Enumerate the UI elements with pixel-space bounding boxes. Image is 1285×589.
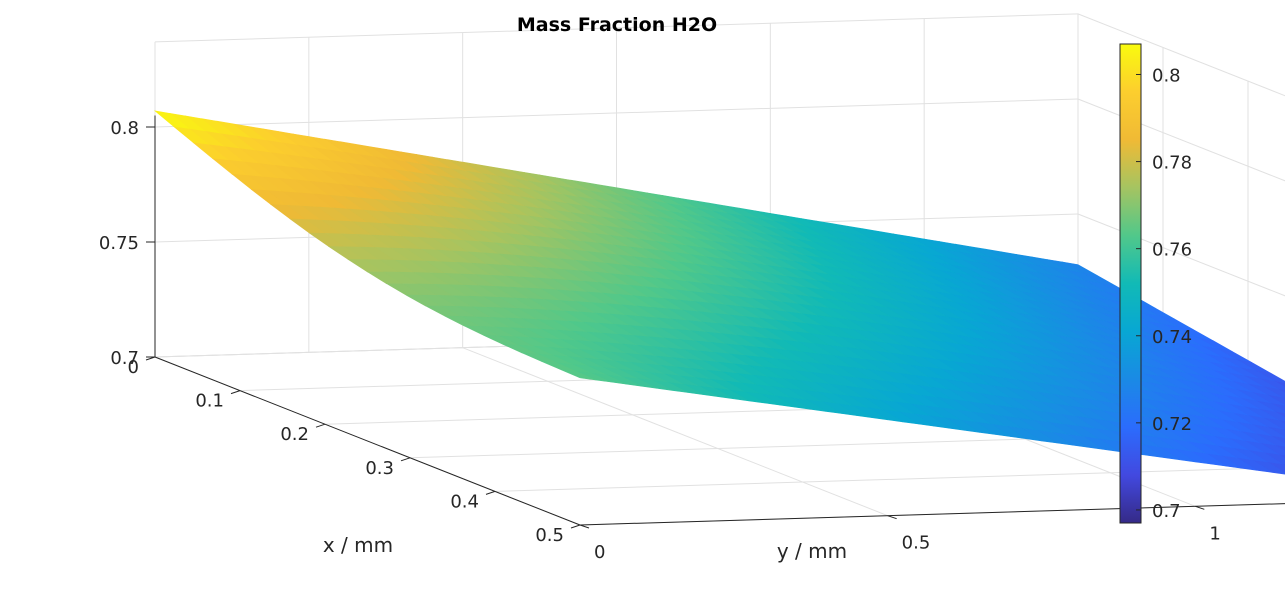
x-tick-mark bbox=[230, 390, 241, 395]
axes bbox=[145, 115, 1285, 529]
colorbar: 0.7 0.72 0.74 0.76 0.78 0.8 bbox=[1119, 43, 1192, 524]
grid-line bbox=[1077, 213, 1285, 297]
y-tick-mark bbox=[1195, 505, 1205, 510]
y-tick-mark bbox=[887, 515, 897, 520]
z-tick-label: 0.8 bbox=[110, 118, 139, 139]
x-tick-label: 0.1 bbox=[195, 391, 224, 412]
grid-line bbox=[462, 347, 888, 517]
tick-labels: 00.10.20.30.40.500.511.50.70.750.8 bbox=[99, 118, 1221, 563]
surface-patch bbox=[560, 369, 596, 381]
colorbar-tick-label: 0.72 bbox=[1152, 414, 1192, 435]
y-tick-label: 0 bbox=[594, 542, 605, 563]
x-tick-label: 0.3 bbox=[365, 458, 394, 479]
x-tick-mark bbox=[400, 457, 411, 462]
z-tick-label: 0.7 bbox=[110, 348, 139, 369]
x-tick-label: 0.5 bbox=[535, 525, 564, 546]
y-tick-label: 0.5 bbox=[902, 533, 931, 554]
colorbar-tick-label: 0.7 bbox=[1152, 501, 1181, 522]
x-tick-mark bbox=[315, 423, 326, 428]
grid-line bbox=[1077, 98, 1285, 182]
y-tick-mark bbox=[579, 524, 590, 529]
colorbar-tick-label: 0.8 bbox=[1152, 65, 1181, 86]
colorbar-tick-label: 0.76 bbox=[1152, 240, 1192, 261]
grid-line bbox=[1077, 13, 1285, 97]
colorbar-tick-label: 0.74 bbox=[1152, 327, 1192, 348]
x-tick-label: 0.2 bbox=[280, 424, 309, 445]
surface bbox=[153, 110, 1285, 475]
x-tick-mark bbox=[570, 524, 581, 529]
colorbar-tick-label: 0.78 bbox=[1152, 153, 1192, 174]
y-tick-label: 1 bbox=[1209, 523, 1220, 544]
colorbar-bar bbox=[1119, 43, 1142, 524]
x-axis-label: x / mm bbox=[323, 533, 393, 557]
y-axis-label: y / mm bbox=[777, 539, 847, 563]
x-tick-mark bbox=[485, 490, 496, 495]
y-axis-line bbox=[579, 503, 1285, 526]
x-tick-label: 0.4 bbox=[450, 491, 479, 512]
x-axis-line bbox=[154, 356, 581, 526]
chart-title: Mass Fraction H2O bbox=[517, 14, 717, 36]
grid-line bbox=[494, 466, 1285, 492]
z-tick-label: 0.75 bbox=[99, 233, 139, 254]
x-tick-label: 0 bbox=[128, 357, 139, 378]
